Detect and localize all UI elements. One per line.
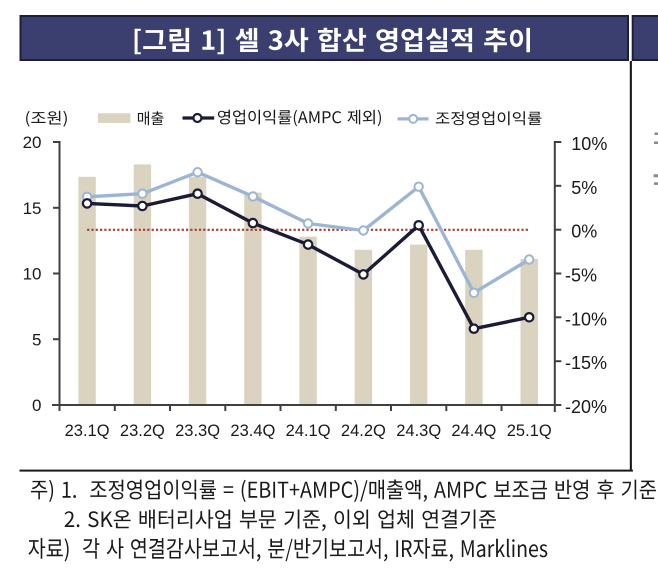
- svg-text:5%: 5%: [571, 178, 597, 198]
- svg-text:23.4Q: 23.4Q: [230, 422, 275, 440]
- svg-text:24.4Q: 24.4Q: [451, 422, 496, 440]
- svg-text:-15%: -15%: [565, 353, 607, 373]
- svg-text:24.1Q: 24.1Q: [286, 422, 331, 440]
- svg-text:-10%: -10%: [565, 309, 607, 329]
- svg-text:10: 10: [23, 265, 42, 284]
- svg-text:5: 5: [32, 330, 41, 349]
- svg-text:-5%: -5%: [565, 266, 597, 286]
- svg-text:24.2Q: 24.2Q: [341, 422, 386, 440]
- svg-text:-20%: -20%: [565, 397, 607, 417]
- svg-text:24.3Q: 24.3Q: [396, 422, 441, 440]
- svg-text:0: 0: [32, 396, 41, 415]
- svg-text:25.1Q: 25.1Q: [507, 422, 552, 440]
- svg-text:20: 20: [23, 133, 42, 152]
- svg-text:0%: 0%: [571, 222, 597, 242]
- svg-text:23.3Q: 23.3Q: [175, 422, 220, 440]
- svg-text:10%: 10%: [571, 134, 607, 154]
- svg-text:23.2Q: 23.2Q: [120, 422, 165, 440]
- svg-text:15: 15: [23, 199, 42, 218]
- svg-text:23.1Q: 23.1Q: [65, 422, 110, 440]
